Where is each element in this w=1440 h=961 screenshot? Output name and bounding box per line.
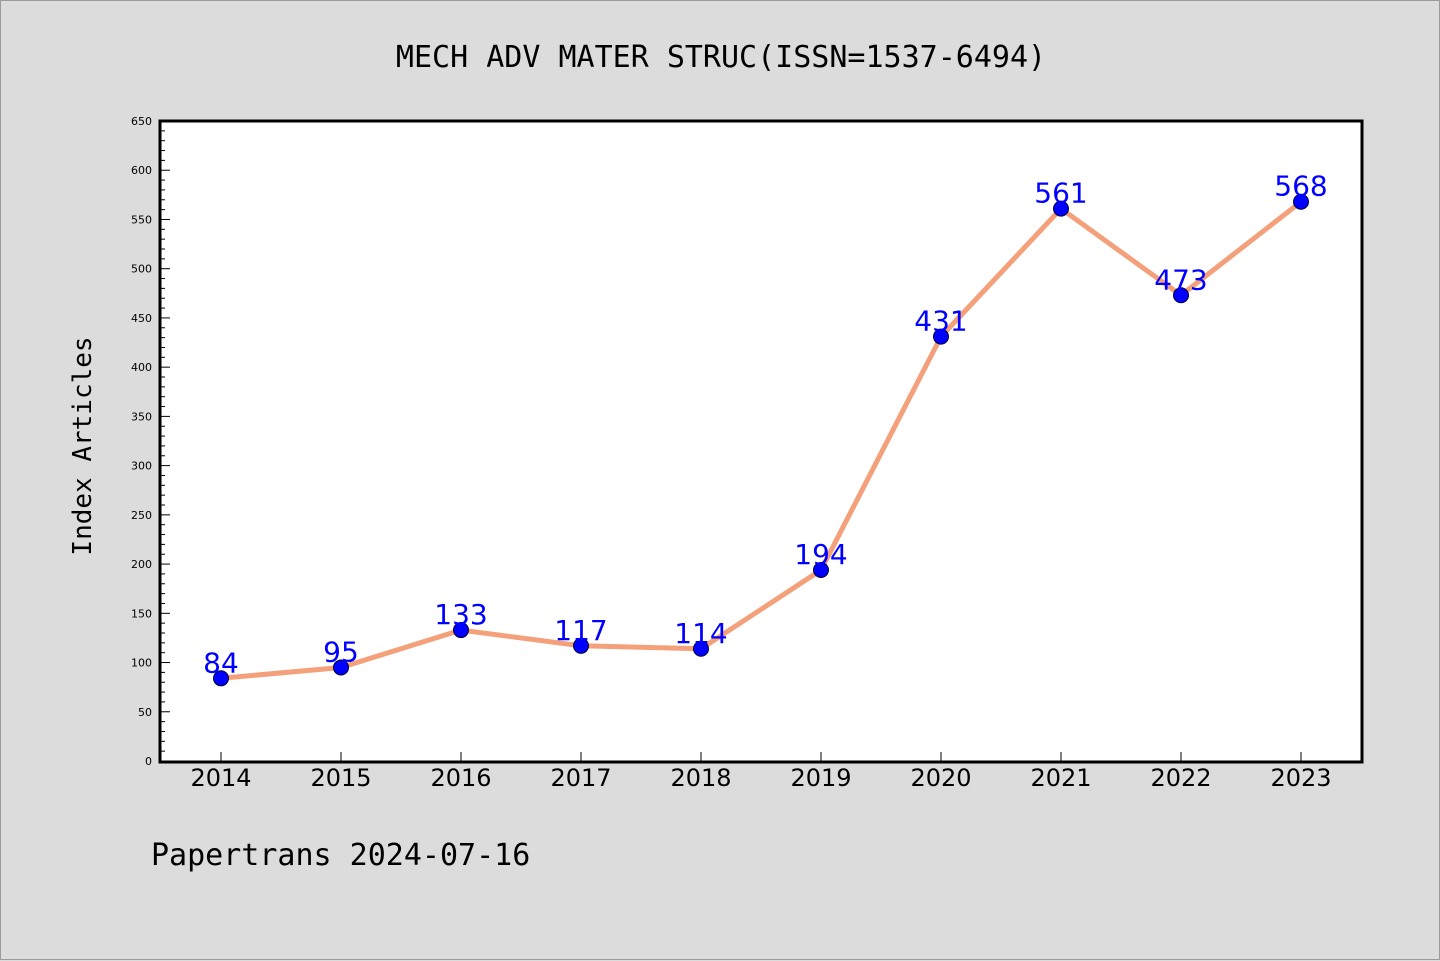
data-markers [213,193,1309,687]
y-tick-label: 550 [131,213,152,226]
data-point [1293,193,1309,210]
y-tick-label: 500 [131,263,152,276]
footer-text: Papertrans 2024-07-16 [151,838,530,873]
data-labels: 84 95 133 117 114 194 431 561 473 568 [203,170,1328,680]
data-label: 117 [554,614,607,647]
y-axis-label: Index Articles [68,336,98,555]
data-label: 473 [1154,263,1207,296]
data-label: 95 [323,635,359,668]
series-line [220,199,1303,681]
y-tick-label: 450 [131,312,152,325]
y-tick-label: 100 [131,657,152,670]
x-tick-label: 2022 [1150,764,1211,792]
x-tick-label: 2016 [430,764,491,792]
y-axis: 0 50 100 150 200 250 300 350 400 450 500 550 600 650 [131,115,170,768]
y-tick-label: 250 [131,509,152,522]
data-point [1173,287,1189,304]
y-tick-label: 400 [131,361,152,374]
x-tick-label: 2019 [790,764,851,792]
data-point [453,622,469,639]
data-point [693,640,709,657]
x-tick-label: 2020 [910,764,971,792]
y-tick-label: 0 [145,755,152,768]
data-label: 84 [203,646,239,679]
y-tick-label: 50 [138,706,152,719]
x-tick-label: 2017 [550,764,611,792]
x-axis: 2014 2015 2016 2017 2018 2019 2020 2021 2022 2023 [190,752,1332,792]
data-point [933,328,949,345]
data-label: 568 [1274,170,1327,203]
plot-area [158,119,1364,764]
data-point [813,561,829,578]
data-label: 114 [674,617,727,650]
data-point [573,637,589,654]
y-tick-label: 150 [131,607,152,620]
x-tick-label: 2014 [190,764,251,792]
y-tick-label: 350 [131,410,152,423]
data-label: 133 [434,598,487,631]
data-label: 194 [794,538,847,571]
data-label: 561 [1034,177,1087,210]
y-tick-label: 300 [131,460,152,473]
x-tick-label: 2015 [310,764,371,792]
x-tick-label: 2023 [1270,764,1331,792]
x-tick-label: 2021 [1030,764,1091,792]
data-point [213,670,229,687]
y-tick-label: 650 [131,115,152,128]
y-tick-label: 600 [131,164,152,177]
data-point [1053,200,1069,217]
x-tick-label: 2018 [670,764,731,792]
data-label: 431 [914,305,967,338]
data-point [333,659,349,676]
chart-title: MECH ADV MATER STRUC(ISSN=1537-6494) [396,40,1046,75]
y-tick-label: 200 [131,558,152,571]
